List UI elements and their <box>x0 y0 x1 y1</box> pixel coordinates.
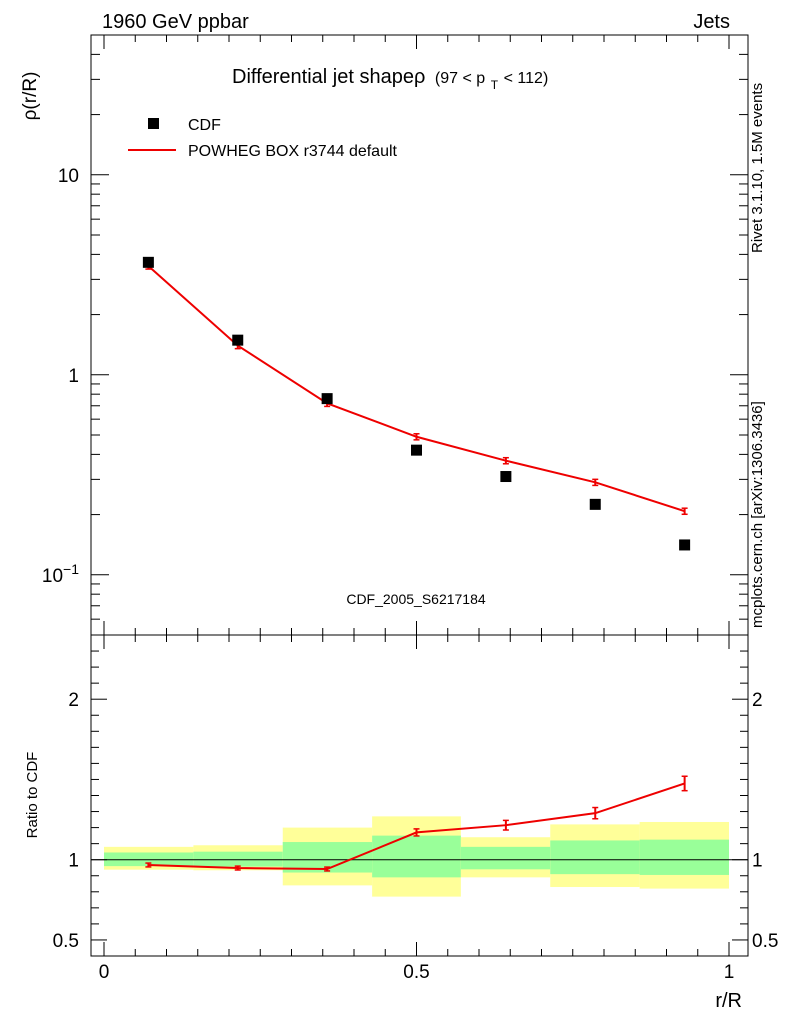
ratio-y-tick-label-right: 2 <box>752 690 763 711</box>
main-y-tick-label: 1 <box>68 366 79 387</box>
legend-label-cdf: CDF <box>188 117 221 134</box>
uncertainty-band-inner <box>639 839 729 875</box>
x-tick-label: 0 <box>99 962 110 983</box>
cdf-data-point <box>500 471 512 483</box>
chart-title-range-open: (97 < p <box>435 70 485 87</box>
uncertainty-band-inner <box>550 840 640 875</box>
ratio-y-tick-label: 1 <box>68 851 79 872</box>
chart-title-range-close: < 112) <box>504 70 549 87</box>
ratio-y-tick-label: 0.5 <box>53 931 79 952</box>
chart-title: Differential jet shapeρ (97 < p T < 112) <box>232 66 548 94</box>
cdf-data-point <box>411 444 422 456</box>
x-tick-label: 1 <box>724 962 735 983</box>
x-tick-label: 0.5 <box>403 962 429 983</box>
main-series <box>142 256 691 551</box>
main-y-tick-label: 10 <box>58 166 79 187</box>
uncertainty-band-inner <box>460 846 551 870</box>
ratio-series <box>145 775 688 872</box>
chart-title-main: Differential jet shapeρ <box>232 66 425 88</box>
cdf-data-point <box>679 539 691 551</box>
mcplots-label: mcplots.cern.ch [arXiv:1306.3436] <box>749 401 766 628</box>
uncertainty-band-inner <box>193 851 283 867</box>
cdf-data-point <box>142 256 154 268</box>
powheg-line <box>147 265 685 513</box>
ratio-ticks: 0 0.5 1 2 2 1 1 0.5 0.5 <box>53 635 778 983</box>
energy-label: 1960 GeV ppbar <box>102 11 249 33</box>
ratio-y-tick-label: 2 <box>68 690 79 711</box>
process-label: Jets <box>693 11 730 33</box>
tick-label-base: 10 <box>42 566 63 587</box>
ratio-y-tick-label-right: 1 <box>752 851 763 872</box>
ratio-axis-label: Ratio to CDF <box>24 752 41 839</box>
x-axis-label: r/R <box>715 990 742 1012</box>
uncertainty-band-inner <box>372 835 461 878</box>
chart-title-range-sub: T <box>491 78 499 92</box>
ratio-panel: 0 0.5 1 2 2 1 1 0.5 0.5 Ratio to CDF r/R <box>24 634 778 1012</box>
cdf-data-point <box>321 393 333 405</box>
ratio-y-tick-label-right: 0.5 <box>752 931 778 952</box>
analysis-watermark: CDF_2005_S6217184 <box>346 591 486 607</box>
cdf-data-point <box>589 498 601 510</box>
cdf-data-point <box>232 334 244 346</box>
legend-marker-cdf <box>148 118 159 129</box>
tick-label-exponent: −1 <box>63 561 79 577</box>
main-y-tick-label: 10−1 <box>42 561 79 587</box>
y-axis-label: ρ(r/R) <box>20 72 41 121</box>
rivet-label: Rivet 3.1.10, 1.5M events <box>749 83 766 253</box>
legend-label-powheg: POWHEG BOX r3744 default <box>188 143 398 160</box>
